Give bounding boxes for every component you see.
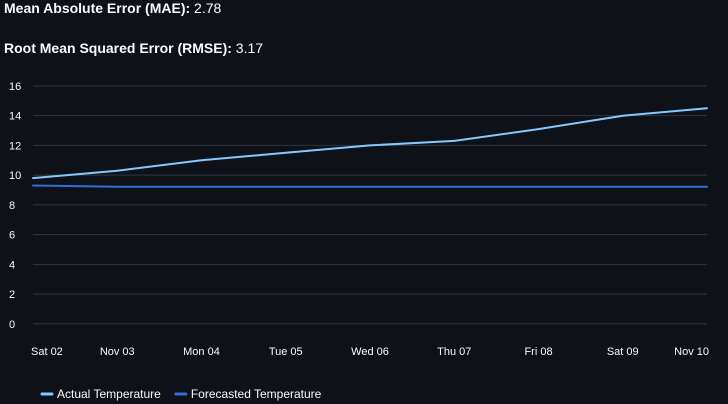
rmse-value: 3.17 bbox=[235, 40, 264, 56]
legend-label[interactable]: Actual Temperature bbox=[57, 387, 161, 401]
y-tick-label: 12 bbox=[9, 140, 21, 152]
x-tick-label: Nov 03 bbox=[100, 346, 135, 358]
y-tick-label: 16 bbox=[9, 81, 21, 93]
x-tick-label: Mon 04 bbox=[183, 346, 220, 358]
y-tick-label: 8 bbox=[9, 200, 15, 212]
y-tick-label: 10 bbox=[9, 170, 21, 182]
x-axis-ticks: Sat 02 Nov 03 Mon 04 Tue 05 Wed 06 Thu 07 Fri … bbox=[31, 346, 709, 358]
y-tick-label: 14 bbox=[9, 111, 21, 123]
series-line-1[interactable] bbox=[32, 184, 708, 188]
legend-label[interactable]: Forecasted Temperature bbox=[191, 387, 322, 401]
y-tick-label: 6 bbox=[9, 230, 15, 242]
rmse-label: Root Mean Squared Error (RMSE): bbox=[4, 40, 232, 56]
x-tick-label: Thu 07 bbox=[437, 346, 471, 358]
y-tick-label: 2 bbox=[9, 289, 15, 301]
mae-metric: Mean Absolute Error (MAE): 2.78 bbox=[4, 0, 221, 17]
x-tick-label: Nov 10 bbox=[674, 346, 709, 358]
mae-label: Mean Absolute Error (MAE): bbox=[4, 0, 191, 16]
x-tick-label: Tue 05 bbox=[269, 346, 303, 358]
x-tick-label: Fri 08 bbox=[524, 346, 552, 358]
x-tick-label: Sat 02 bbox=[31, 346, 63, 358]
y-tick-label: 4 bbox=[9, 259, 15, 271]
grid-lines bbox=[33, 85, 707, 325]
x-tick-label: Sat 09 bbox=[607, 346, 639, 358]
y-tick-label: 0 bbox=[9, 319, 15, 331]
y-axis-ticks: 0 2 4 6 8 10 12 14 16 bbox=[9, 81, 21, 331]
legend[interactable]: Actual Temperature Forecasted Temperature bbox=[40, 387, 322, 401]
mae-value: 2.78 bbox=[194, 0, 222, 16]
series-line-0[interactable] bbox=[32, 107, 708, 180]
series-lines[interactable] bbox=[32, 107, 708, 188]
rmse-metric: Root Mean Squared Error (RMSE): 3.17 bbox=[4, 39, 263, 57]
x-tick-label: Wed 06 bbox=[351, 346, 389, 358]
